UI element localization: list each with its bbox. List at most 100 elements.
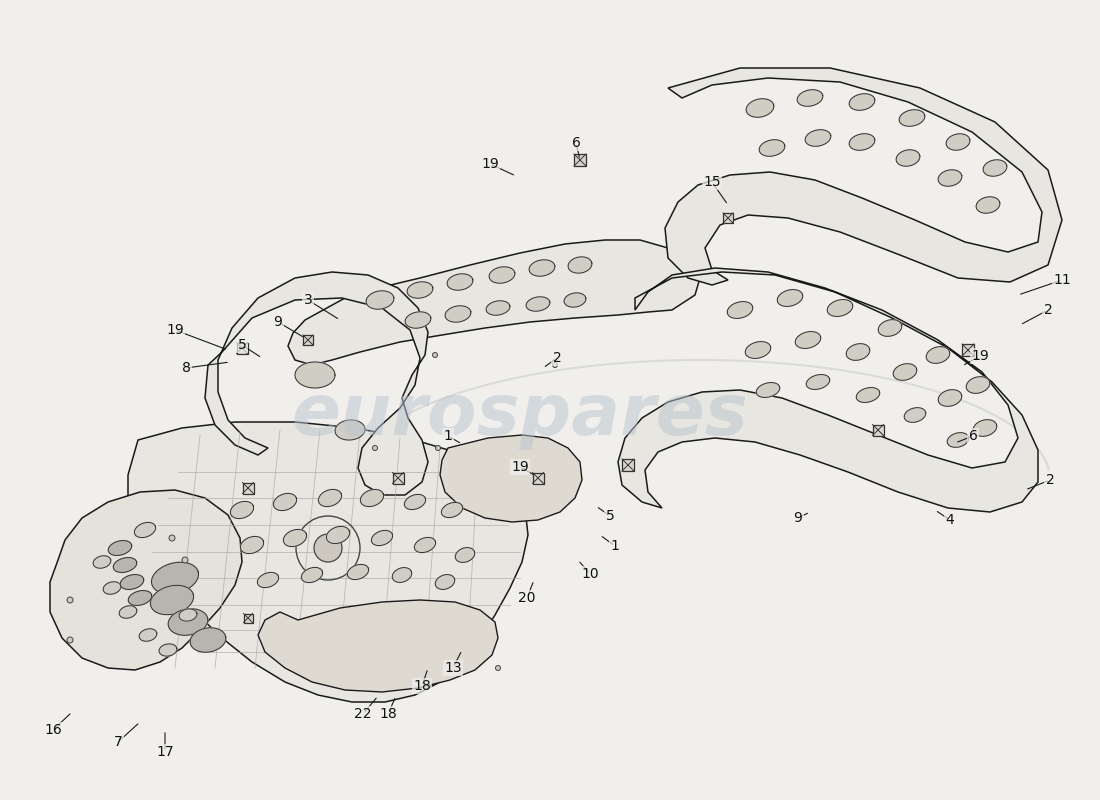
Polygon shape: [759, 140, 784, 156]
Text: 16: 16: [44, 723, 62, 737]
Polygon shape: [284, 530, 307, 546]
Polygon shape: [806, 374, 829, 390]
Circle shape: [436, 446, 440, 450]
Polygon shape: [564, 293, 586, 307]
Polygon shape: [336, 420, 365, 440]
Polygon shape: [938, 390, 961, 406]
Text: 17: 17: [156, 745, 174, 759]
Bar: [302, 335, 313, 345]
Polygon shape: [108, 541, 132, 555]
Polygon shape: [113, 558, 136, 573]
Polygon shape: [190, 628, 226, 652]
Polygon shape: [446, 306, 471, 322]
Polygon shape: [257, 573, 278, 587]
Polygon shape: [407, 282, 433, 298]
Polygon shape: [893, 364, 916, 380]
Polygon shape: [904, 408, 926, 422]
Text: 13: 13: [444, 661, 462, 675]
Polygon shape: [976, 197, 1000, 214]
Text: 1: 1: [610, 539, 619, 553]
Polygon shape: [348, 565, 369, 579]
Bar: [723, 213, 733, 223]
Circle shape: [169, 535, 175, 541]
Polygon shape: [241, 537, 264, 554]
Polygon shape: [128, 422, 528, 702]
Circle shape: [182, 557, 188, 563]
Polygon shape: [746, 342, 771, 358]
Bar: [872, 425, 883, 435]
Polygon shape: [795, 331, 821, 349]
Bar: [962, 344, 974, 356]
Polygon shape: [134, 522, 155, 538]
Polygon shape: [103, 582, 121, 594]
Text: 22: 22: [354, 707, 372, 721]
Polygon shape: [938, 170, 961, 186]
Circle shape: [314, 534, 342, 562]
Polygon shape: [966, 377, 990, 394]
Polygon shape: [140, 629, 157, 642]
Text: 2: 2: [1044, 303, 1053, 317]
Polygon shape: [618, 268, 1038, 512]
Polygon shape: [258, 600, 498, 692]
Polygon shape: [926, 346, 949, 363]
Text: 10: 10: [581, 567, 598, 581]
Polygon shape: [849, 94, 875, 110]
Polygon shape: [490, 267, 515, 283]
Text: 2: 2: [1046, 473, 1055, 487]
Circle shape: [495, 666, 500, 670]
Polygon shape: [179, 609, 197, 621]
Polygon shape: [666, 68, 1062, 285]
Bar: [532, 473, 543, 483]
Text: 6: 6: [969, 429, 978, 443]
Polygon shape: [849, 134, 875, 150]
Polygon shape: [168, 609, 208, 635]
Text: 20: 20: [518, 591, 536, 605]
Polygon shape: [727, 302, 752, 318]
Polygon shape: [436, 574, 454, 590]
Text: 5: 5: [606, 509, 615, 523]
Polygon shape: [856, 387, 880, 402]
Text: 5: 5: [238, 338, 246, 352]
Text: 6: 6: [572, 136, 581, 150]
Circle shape: [67, 597, 73, 603]
Polygon shape: [151, 586, 194, 614]
Polygon shape: [447, 274, 473, 290]
Polygon shape: [152, 562, 198, 594]
Polygon shape: [974, 420, 997, 436]
Text: 4: 4: [946, 513, 955, 527]
Polygon shape: [757, 382, 780, 398]
Polygon shape: [899, 110, 925, 126]
Polygon shape: [372, 530, 393, 546]
Text: 3: 3: [304, 293, 312, 307]
Polygon shape: [361, 490, 384, 506]
Text: 19: 19: [971, 349, 989, 363]
Polygon shape: [119, 606, 136, 618]
Polygon shape: [529, 260, 554, 276]
Polygon shape: [160, 644, 177, 656]
Polygon shape: [878, 320, 902, 336]
Polygon shape: [947, 433, 969, 447]
Polygon shape: [129, 590, 152, 606]
Polygon shape: [526, 297, 550, 311]
Polygon shape: [415, 538, 436, 553]
Polygon shape: [778, 290, 803, 306]
Polygon shape: [455, 547, 475, 562]
Polygon shape: [50, 490, 242, 670]
Polygon shape: [366, 291, 394, 309]
Bar: [243, 614, 253, 622]
Bar: [574, 154, 586, 166]
Polygon shape: [295, 362, 336, 388]
Text: 11: 11: [1053, 273, 1071, 287]
Polygon shape: [568, 257, 592, 273]
Text: 19: 19: [481, 157, 499, 171]
Polygon shape: [798, 90, 823, 106]
Circle shape: [552, 362, 558, 367]
Polygon shape: [205, 272, 428, 495]
Polygon shape: [896, 150, 920, 166]
Text: 15: 15: [703, 175, 720, 189]
Polygon shape: [405, 312, 431, 328]
Polygon shape: [746, 98, 773, 118]
Text: 9: 9: [274, 315, 283, 329]
Bar: [242, 482, 253, 494]
Polygon shape: [274, 494, 297, 510]
